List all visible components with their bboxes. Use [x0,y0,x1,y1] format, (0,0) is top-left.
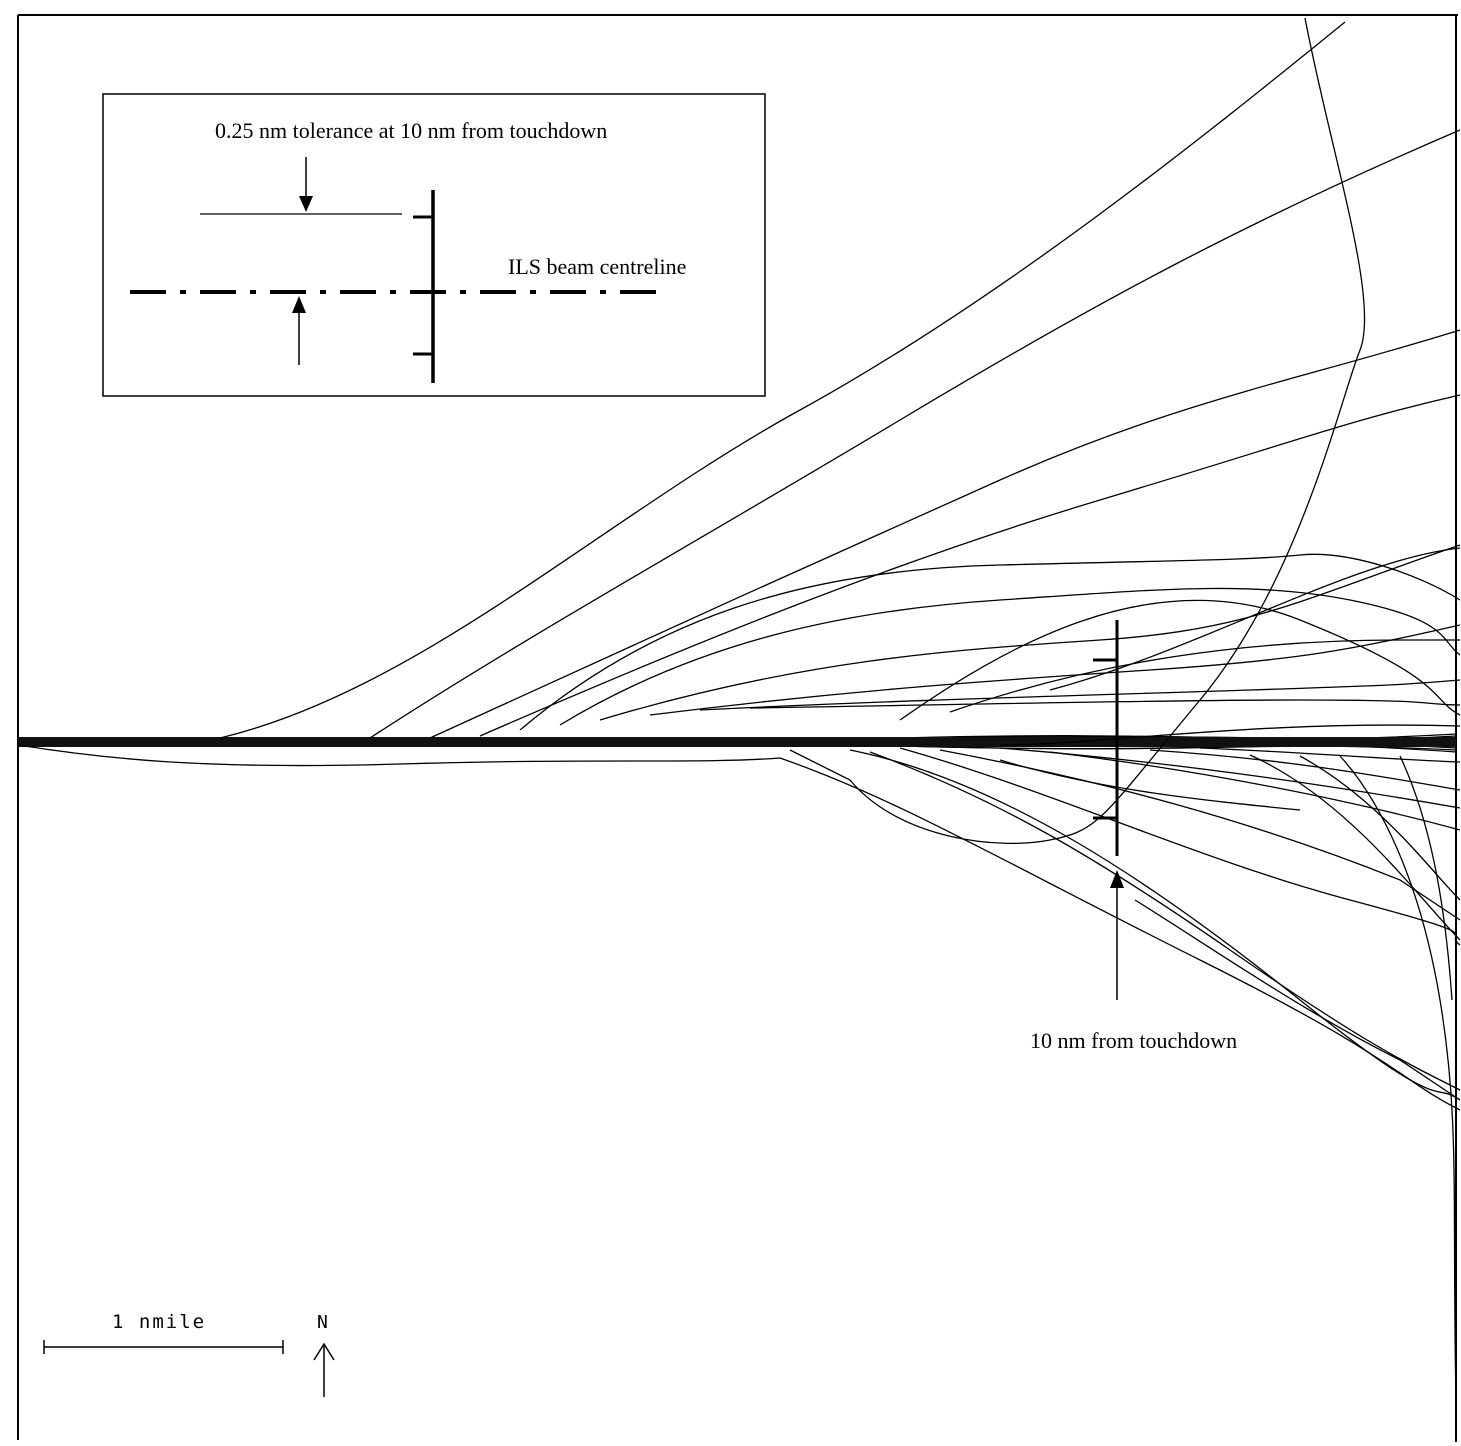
flight-tracks [17,17,1461,1401]
checkpoint-marker [1093,620,1119,856]
checkpoint-arrow [1110,870,1124,1000]
north-label: N [317,1312,328,1333]
centreline-band [18,737,1456,747]
north-arrow-icon [313,1342,335,1397]
checkpoint-label: 10 nm from touchdown [1030,1028,1237,1053]
page-border [17,14,1458,1442]
tolerance-label: 0.25 nm tolerance at 10 nm from touchdow… [215,118,607,143]
scale-bar-label: 1 nmile [112,1311,206,1333]
centreline-label: ILS beam centreline [508,254,686,279]
legend-box [102,93,766,397]
scale-bar [43,1340,284,1354]
